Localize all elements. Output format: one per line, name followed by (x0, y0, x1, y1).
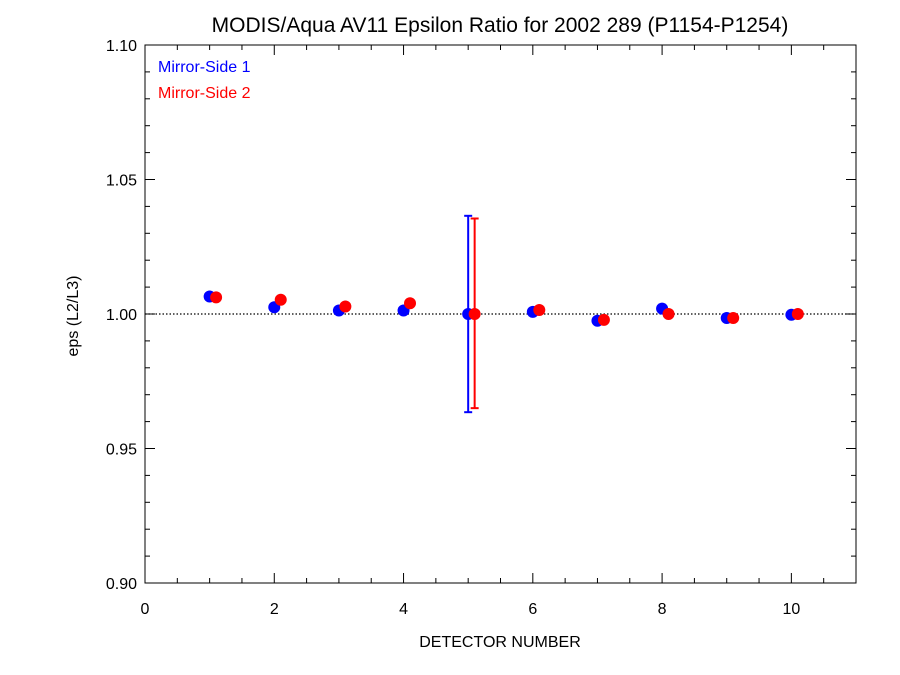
x-tick-label: 4 (399, 601, 408, 618)
data-point-series-2 (727, 312, 740, 325)
plot-frame (144, 44, 857, 584)
y-axis-title: eps (L2/L3) (65, 276, 82, 357)
data-point-series-2 (339, 300, 352, 313)
x-tick-label: 2 (270, 601, 279, 618)
data-point-series-2 (210, 291, 223, 304)
data-point-series-2 (597, 313, 610, 326)
data-point-series-2 (404, 297, 417, 310)
x-tick-label: 6 (528, 601, 537, 618)
x-axis-title: DETECTOR NUMBER (419, 634, 581, 651)
y-tick-label: 1.10 (106, 38, 137, 55)
y-tick-label: 0.95 (106, 442, 137, 459)
y-tick-label: 1.00 (106, 307, 137, 324)
data-point-series-2 (662, 308, 675, 320)
data-point-series-2 (274, 293, 287, 306)
data-point-series-2 (468, 308, 481, 320)
data-point-series-2 (791, 308, 804, 320)
x-tick-label: 8 (658, 601, 667, 618)
legend-entry: Mirror-Side 1 (158, 59, 251, 76)
y-tick-label: 0.90 (106, 576, 137, 593)
legend: Mirror-Side 1 Mirror-Side 2 (158, 59, 251, 102)
legend-entry: Mirror-Side 2 (158, 85, 251, 102)
data-point-series-2 (533, 303, 546, 316)
y-tick-label: 1.05 (106, 173, 137, 190)
chart-title: MODIS/Aqua AV11 Epsilon Ratio for 2002 2… (212, 14, 789, 37)
x-tick-label: 10 (782, 601, 800, 618)
plot-area: 0.90 0.95 1.00 1.05 1.10 0 2 4 6 8 10 (106, 38, 857, 618)
x-tick-label: 0 (141, 601, 150, 618)
